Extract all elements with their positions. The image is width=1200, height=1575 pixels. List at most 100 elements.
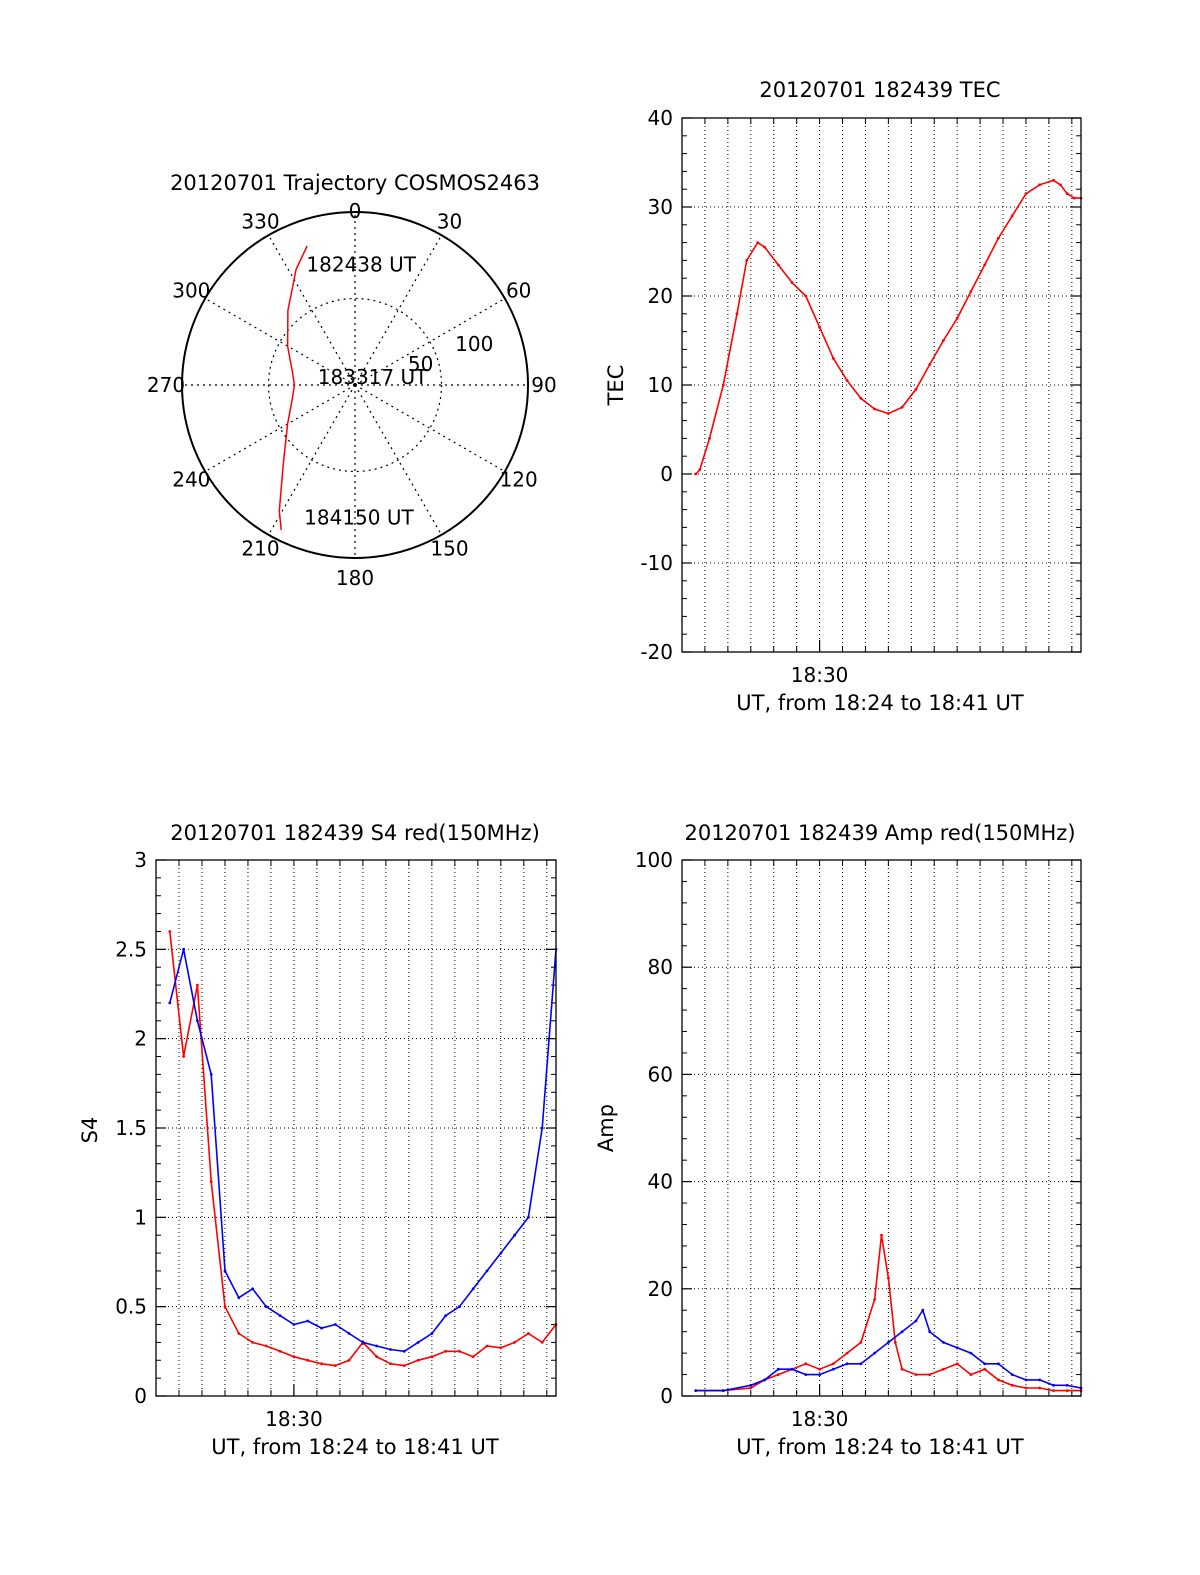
polar-spoke xyxy=(354,384,506,473)
data-point xyxy=(859,1362,863,1366)
data-point xyxy=(347,1358,351,1362)
y-tick-label: 40 xyxy=(648,1170,673,1194)
polar-angle-label: 120 xyxy=(500,468,538,492)
data-point xyxy=(776,1373,780,1376)
data-point xyxy=(887,1341,890,1344)
grid-lines xyxy=(682,860,1081,1396)
data-point xyxy=(1065,1389,1069,1392)
grid-lines xyxy=(156,860,556,1396)
data-point xyxy=(1052,1383,1055,1387)
data-point xyxy=(845,379,849,382)
data-point xyxy=(223,1269,227,1273)
data-point xyxy=(1010,1373,1014,1376)
tec-xlabel: UT, from 18:24 to 18:41 UT xyxy=(736,691,1024,715)
polar-angle-label: 60 xyxy=(506,279,531,303)
polar-annotations: 182438 UT 183317 UT 184150 UT xyxy=(304,253,428,530)
data-point xyxy=(182,1055,186,1058)
data-point xyxy=(983,1367,987,1371)
data-point xyxy=(831,356,835,360)
data-point xyxy=(735,312,739,316)
data-point xyxy=(914,388,918,391)
data-point xyxy=(375,1344,379,1348)
data-point xyxy=(513,1341,516,1344)
data-point xyxy=(278,1349,282,1353)
data-point xyxy=(694,472,698,476)
data-point xyxy=(389,1348,392,1351)
data-point xyxy=(402,1364,406,1367)
plot-frame xyxy=(681,117,1082,653)
data-point xyxy=(763,245,766,249)
data-point xyxy=(749,1383,753,1387)
data-point xyxy=(333,1323,337,1326)
data-point xyxy=(1024,192,1028,196)
polar-spoke xyxy=(267,234,356,386)
y-tick-label: 0 xyxy=(660,462,673,486)
data-point xyxy=(361,1341,365,1344)
data-point xyxy=(513,1233,516,1237)
s4-ylabel: S4 xyxy=(78,1117,102,1144)
y-tick-label: 20 xyxy=(648,1277,673,1301)
polar-angle-label: 270 xyxy=(147,373,185,397)
data-point xyxy=(914,1373,918,1376)
data-point xyxy=(430,1332,434,1335)
amp-ylabel: Amp xyxy=(594,1104,618,1152)
data-point xyxy=(928,1373,932,1376)
data-point xyxy=(264,1344,268,1348)
data-point xyxy=(320,1326,323,1330)
data-point xyxy=(251,1341,255,1344)
data-point xyxy=(873,1298,876,1301)
data-point xyxy=(306,1319,310,1323)
series-group xyxy=(168,930,558,1367)
polar-title: 20120701 Trajectory COSMOS2463 xyxy=(170,171,540,195)
data-point xyxy=(458,1305,461,1309)
data-point xyxy=(402,1349,406,1353)
data-point xyxy=(444,1314,448,1317)
amp-panel: 20120701 182439 Amp red(150MHz) UT, from… xyxy=(594,821,1083,1459)
data-point xyxy=(756,241,760,245)
data-point xyxy=(928,1330,932,1334)
tec-title: 20120701 182439 TEC xyxy=(759,78,1000,102)
data-point xyxy=(458,1349,461,1353)
y-tick-label: 2 xyxy=(134,1027,147,1051)
data-point xyxy=(831,1362,835,1366)
y-tick-label: 30 xyxy=(648,195,673,219)
x-tick-label: 18:30 xyxy=(791,663,849,687)
data-point xyxy=(745,259,749,262)
polar-angle-label: 30 xyxy=(437,209,462,233)
y-tick-label: 60 xyxy=(648,1062,673,1086)
trajectory-annotation: 183317 UT xyxy=(318,365,428,389)
data-point xyxy=(306,1358,310,1362)
y-tick-label: 0 xyxy=(134,1384,147,1408)
polar-angle-label: 0 xyxy=(349,199,362,223)
polar-spoke xyxy=(267,384,356,536)
data-point xyxy=(264,1305,268,1309)
data-point xyxy=(694,1389,698,1392)
data-point xyxy=(1052,178,1055,182)
data-point xyxy=(969,290,973,293)
data-point xyxy=(196,983,199,987)
data-point xyxy=(818,1373,821,1376)
polar-spoke xyxy=(354,384,443,536)
data-point xyxy=(969,1373,973,1376)
data-point xyxy=(278,1314,282,1317)
polar-spoke xyxy=(204,384,356,473)
data-point xyxy=(485,1269,489,1273)
polar-angle-label: 180 xyxy=(336,566,374,590)
data-point xyxy=(928,363,932,366)
data-point xyxy=(721,1389,725,1392)
data-point xyxy=(790,1367,794,1371)
data-point xyxy=(527,1332,530,1335)
data-point xyxy=(540,1126,544,1130)
series-group xyxy=(694,178,1083,476)
y-tick-label: 80 xyxy=(648,955,673,979)
data-point xyxy=(1024,1386,1028,1390)
data-point xyxy=(1072,196,1076,200)
polar-radial-label: 50 xyxy=(408,352,433,376)
data-point xyxy=(900,1367,904,1371)
y-ticks: 0 20 40 60 80 100 18:30 xyxy=(635,848,1081,1431)
data-point xyxy=(389,1362,392,1366)
data-point xyxy=(776,263,780,267)
data-point xyxy=(1038,183,1042,187)
data-point xyxy=(859,397,863,400)
